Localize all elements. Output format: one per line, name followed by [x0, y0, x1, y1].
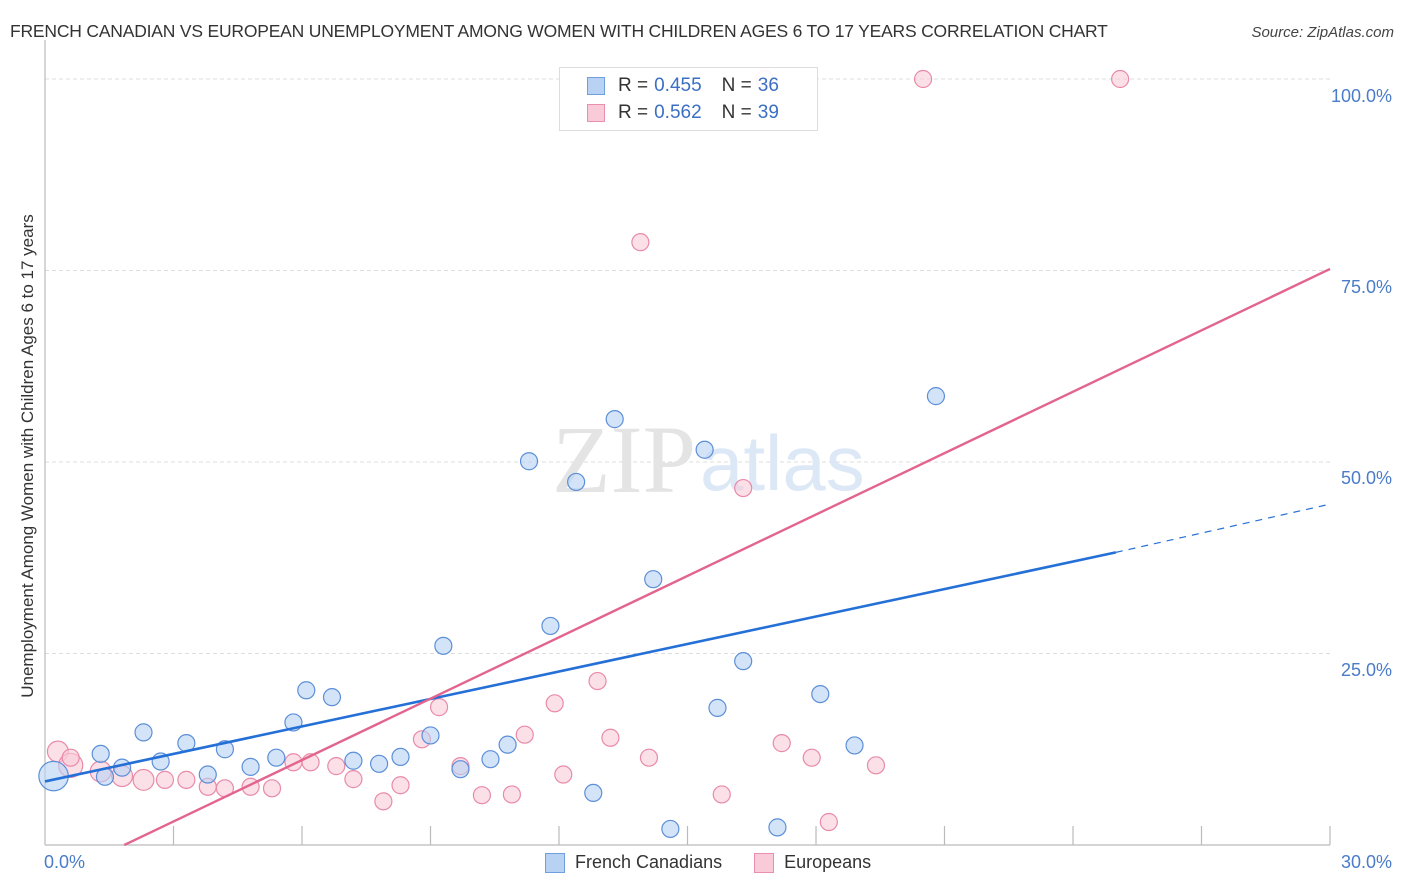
n-value: 36: [757, 75, 779, 96]
trendline-french-canadians-extension: [1115, 503, 1331, 553]
x-tick-30: 30.0%: [1340, 852, 1392, 872]
data-point: [472, 786, 491, 805]
data-point: [374, 792, 393, 811]
y-axis-title: Unemployment Among Women with Children A…: [18, 214, 37, 698]
data-point: [134, 723, 153, 742]
data-point: [708, 698, 727, 717]
data-point: [845, 736, 864, 755]
data-point: [631, 233, 650, 252]
data-point: [61, 748, 80, 767]
data-point: [541, 616, 560, 636]
data-point: [734, 478, 753, 498]
svg-text:ZIP: ZIP: [552, 406, 696, 513]
data-point: [605, 410, 624, 429]
r-value: 0.562: [654, 102, 702, 123]
trendlines: [44, 267, 1331, 847]
data-point: [639, 748, 659, 767]
n-label: N =: [721, 102, 752, 123]
data-point: [322, 688, 342, 707]
data-point: [344, 770, 363, 789]
data-point: [866, 756, 886, 775]
data-point: [695, 440, 714, 459]
r-value: 0.455: [654, 75, 702, 96]
blue-swatch-icon: [587, 77, 605, 95]
data-point: [588, 671, 607, 691]
data-point: [429, 698, 449, 717]
legend-item-europeans[interactable]: Europeans: [754, 852, 871, 873]
data-point: [772, 734, 791, 753]
x-tick-0: 0.0%: [44, 852, 86, 872]
data-point: [802, 748, 821, 767]
series-legend: French Canadians Europeans: [545, 852, 903, 873]
data-point: [601, 728, 620, 747]
data-point: [112, 758, 132, 777]
trendline-europeans: [123, 267, 1331, 847]
data-point: [155, 770, 175, 789]
legend-label: French Canadians: [575, 852, 723, 872]
data-point: [132, 768, 155, 791]
data-point: [498, 735, 517, 754]
gridlines: [45, 78, 1330, 654]
data-point: [262, 779, 282, 798]
legend-row-europeans: R = 0.562 N = 39: [587, 101, 779, 125]
pink-swatch-icon: [587, 104, 605, 122]
data-point: [502, 785, 521, 804]
data-point: [584, 783, 603, 803]
data-point: [567, 472, 586, 492]
legend-item-french-canadians[interactable]: French Canadians: [545, 852, 722, 873]
data-point: [519, 452, 539, 471]
data-point: [1111, 69, 1130, 89]
chart-title: FRENCH CANADIAN VS EUROPEAN UNEMPLOYMENT…: [10, 21, 1108, 41]
r-label: R =: [618, 75, 649, 96]
data-point: [554, 765, 573, 784]
data-point: [241, 757, 260, 776]
r-label: R =: [618, 102, 649, 123]
legend-row-french-canadians: R = 0.455 N = 36: [587, 74, 779, 98]
data-point: [819, 812, 838, 832]
data-point: [370, 754, 389, 773]
data-point: [421, 726, 440, 745]
data-point: [644, 570, 663, 589]
data-point: [734, 652, 753, 671]
n-value: 39: [757, 102, 779, 123]
data-point: [391, 776, 410, 795]
y-tick-25: 25.0%: [1340, 660, 1392, 680]
data-point: [712, 785, 731, 804]
data-point: [267, 748, 286, 767]
svg-text:atlas: atlas: [700, 419, 865, 507]
correlation-legend: R = 0.455 N = 36 R = 0.562 N = 39: [559, 67, 818, 131]
legend-label: Europeans: [784, 852, 872, 872]
trendline-french-canadians: [44, 551, 1117, 783]
n-label: N =: [721, 75, 752, 96]
data-point: [91, 744, 110, 763]
data-point: [661, 819, 680, 839]
data-point: [434, 636, 453, 655]
data-point: [327, 757, 346, 776]
data-point: [515, 725, 534, 744]
data-point: [391, 747, 410, 767]
data-point: [198, 765, 217, 784]
data-point: [811, 684, 830, 704]
data-point: [913, 69, 933, 89]
pink-swatch-icon: [754, 852, 775, 873]
data-point: [481, 750, 500, 769]
data-point: [768, 818, 787, 837]
data-point: [177, 770, 196, 789]
data-point: [926, 387, 946, 406]
axes: [44, 40, 1331, 846]
data-point: [545, 694, 564, 713]
data-point: [451, 760, 470, 779]
y-tick-100: 100.0%: [1330, 86, 1392, 106]
source-label: Source: ZipAtlas.com: [1251, 24, 1394, 41]
data-point: [297, 681, 316, 700]
watermark: ZIP atlas: [552, 406, 865, 513]
y-tick-75: 75.0%: [1340, 277, 1392, 297]
y-tick-50: 50.0%: [1340, 468, 1392, 488]
data-point: [344, 751, 363, 770]
blue-swatch-icon: [545, 852, 565, 873]
